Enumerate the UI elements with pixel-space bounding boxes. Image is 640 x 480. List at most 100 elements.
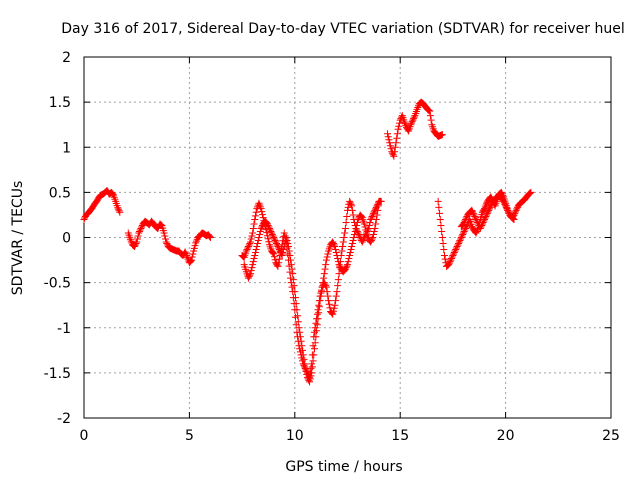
data-point	[294, 318, 302, 326]
data-point	[319, 279, 327, 287]
data-point	[321, 265, 329, 273]
data-point	[367, 238, 375, 246]
data-point	[349, 237, 357, 245]
data-point	[334, 282, 342, 290]
data-point	[270, 235, 278, 243]
data-point	[445, 259, 453, 267]
data-point	[307, 372, 315, 380]
data-point	[335, 261, 343, 269]
data-point	[115, 207, 123, 215]
data-point	[370, 227, 378, 235]
data-point	[161, 232, 169, 240]
data-point	[330, 304, 338, 312]
data-point	[192, 237, 200, 245]
data-point	[438, 131, 446, 139]
data-point	[452, 244, 460, 252]
data-point	[401, 120, 409, 128]
data-point	[471, 214, 479, 222]
data-point	[313, 327, 321, 335]
data-point	[346, 199, 354, 207]
data-point	[291, 288, 299, 296]
data-point	[243, 246, 251, 254]
data-point	[308, 369, 316, 377]
data-point	[331, 301, 339, 309]
data-point	[332, 297, 340, 305]
data-point	[245, 241, 253, 249]
data-point	[267, 227, 275, 235]
data-point	[332, 246, 340, 254]
y-tick-label: -0.5	[44, 276, 71, 292]
data-point	[183, 252, 191, 260]
data-point	[269, 232, 277, 240]
data-point	[322, 256, 330, 264]
data-point	[334, 258, 342, 266]
data-point	[249, 224, 257, 232]
data-point	[182, 250, 190, 258]
data-point	[351, 230, 359, 238]
data-point	[332, 249, 340, 257]
data-point	[502, 202, 510, 210]
data-point	[273, 241, 281, 249]
data-point	[389, 151, 397, 159]
data-point	[287, 261, 295, 269]
data-point	[352, 224, 360, 232]
y-tick-label: -2	[57, 411, 71, 427]
data-point	[297, 337, 305, 345]
data-point	[279, 249, 287, 257]
data-point	[343, 212, 351, 220]
data-point	[453, 243, 461, 251]
data-point	[425, 107, 433, 115]
data-point	[455, 240, 463, 248]
data-point	[275, 244, 283, 252]
data-point	[270, 253, 278, 261]
data-point	[242, 247, 250, 255]
data-point	[483, 209, 491, 217]
data-point	[338, 247, 346, 255]
data-point	[344, 261, 351, 269]
data-point	[469, 208, 477, 216]
data-point	[188, 256, 196, 264]
data-point	[135, 229, 143, 237]
data-point	[372, 220, 380, 228]
data-point	[526, 189, 534, 197]
data-point	[309, 357, 317, 365]
data-point	[254, 240, 262, 248]
data-point	[509, 214, 517, 222]
data-point	[322, 261, 330, 269]
data-point	[427, 116, 435, 124]
data-point	[437, 221, 445, 229]
data-point	[253, 243, 261, 251]
data-point	[350, 234, 358, 241]
data-point	[481, 214, 489, 222]
data-point	[454, 241, 462, 249]
data-point	[278, 252, 286, 260]
data-point	[131, 241, 139, 249]
data-point	[292, 300, 300, 308]
data-point	[384, 130, 392, 138]
data-point	[324, 292, 332, 300]
data-point	[280, 246, 288, 254]
data-point	[459, 229, 467, 237]
data-point	[402, 122, 410, 130]
data-point	[333, 252, 341, 260]
y-tick-label: -1.5	[44, 366, 71, 382]
data-point	[257, 205, 265, 213]
data-point	[329, 240, 337, 248]
data-point	[256, 227, 264, 235]
data-point	[127, 237, 135, 245]
data-point	[284, 243, 292, 251]
grid	[84, 57, 611, 418]
data-point	[527, 188, 535, 196]
data-point	[247, 235, 255, 243]
data-point	[336, 262, 344, 270]
data-point	[114, 205, 122, 213]
data-point	[510, 215, 518, 223]
data-point	[367, 237, 375, 245]
data-point	[334, 255, 342, 263]
data-point	[341, 224, 349, 232]
data-point	[400, 118, 408, 126]
data-point	[447, 255, 455, 263]
data-point	[334, 276, 342, 284]
data-point	[247, 238, 255, 246]
data-point	[251, 252, 259, 260]
